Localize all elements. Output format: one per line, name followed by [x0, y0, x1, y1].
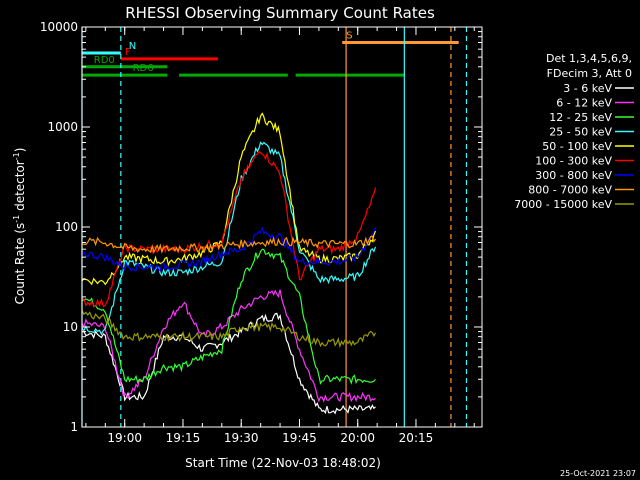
legend-entry-label: 6 - 12 keV — [556, 97, 612, 110]
legend-entry-label: 800 - 7000 keV — [528, 184, 612, 197]
y-tick-label: 10000 — [40, 20, 78, 34]
legend-entry-label: 100 - 300 keV — [535, 155, 612, 168]
y-axis-label-part: detector — [13, 160, 27, 215]
legend-entry-label: 300 - 800 keV — [535, 169, 612, 182]
flag-label: F — [125, 47, 131, 58]
axes-layer: 19:00 19:15 19:30 19:45 20:00 20:15 1 10 100 1000… — [40, 20, 483, 445]
x-tick-label: 20:15 — [399, 431, 434, 445]
flag-label: S — [346, 30, 352, 41]
y-axis-label-part: Count Rate (s — [13, 223, 27, 305]
y-axis-label-sup: -1 — [12, 152, 21, 160]
legend-entry-label: 12 - 25 keV — [549, 111, 612, 124]
flag-label: N — [129, 41, 136, 52]
y-axis-label-sup: -1 — [12, 215, 21, 223]
series-line-8 — [81, 310, 377, 349]
flag-label: RD0 — [94, 55, 115, 66]
series-line-1 — [81, 289, 376, 403]
y-tick-label: 10 — [63, 320, 78, 334]
series-line-4 — [81, 112, 377, 286]
legend: Det 1,3,4,5,6,9, FDecim 3, Att 0 3 - 6 k… — [514, 52, 634, 211]
y-tick-label: 1 — [70, 420, 78, 434]
flag-layer: NF RD0 RD6 S — [82, 30, 459, 77]
y-axis-label-part: ) — [13, 148, 27, 153]
series-line-6 — [81, 226, 377, 272]
series-line-3 — [81, 141, 377, 336]
legend-entry-label: 7000 - 15000 keV — [514, 198, 612, 211]
y-tick-label: 1000 — [47, 120, 78, 134]
x-tick-label: 19:45 — [282, 431, 317, 445]
legend-header-line: FDecim 3, Att 0 — [547, 67, 632, 80]
flag-label: RD6 — [133, 63, 154, 74]
legend-entry-label: 25 - 50 keV — [549, 126, 612, 139]
x-tick-label: 19:30 — [224, 431, 259, 445]
series-line-2 — [81, 248, 376, 385]
x-tick-label: 19:00 — [107, 431, 142, 445]
y-tick-label: 100 — [55, 220, 78, 234]
series-line-0 — [81, 312, 376, 415]
x-tick-label: 20:00 — [340, 431, 375, 445]
series-layer — [81, 112, 377, 415]
legend-entry-label: 50 - 100 keV — [542, 140, 612, 153]
legend-header-line: Det 1,3,4,5,6,9, — [546, 52, 632, 65]
series-line-5 — [81, 150, 377, 308]
legend-entry-label: 3 - 6 keV — [563, 82, 612, 95]
footer-timestamp: 25-Oct-2021 23:07 — [560, 469, 636, 478]
y-axis-label: Count Rate (s-1 detector-1) — [12, 148, 27, 305]
chart-title: RHESSI Observing Summary Count Rates — [125, 4, 435, 22]
x-axis-label: Start Time (22-Nov-03 18:48:02) — [185, 456, 381, 470]
series-line-7 — [81, 235, 377, 255]
x-tick-label: 19:15 — [166, 431, 201, 445]
